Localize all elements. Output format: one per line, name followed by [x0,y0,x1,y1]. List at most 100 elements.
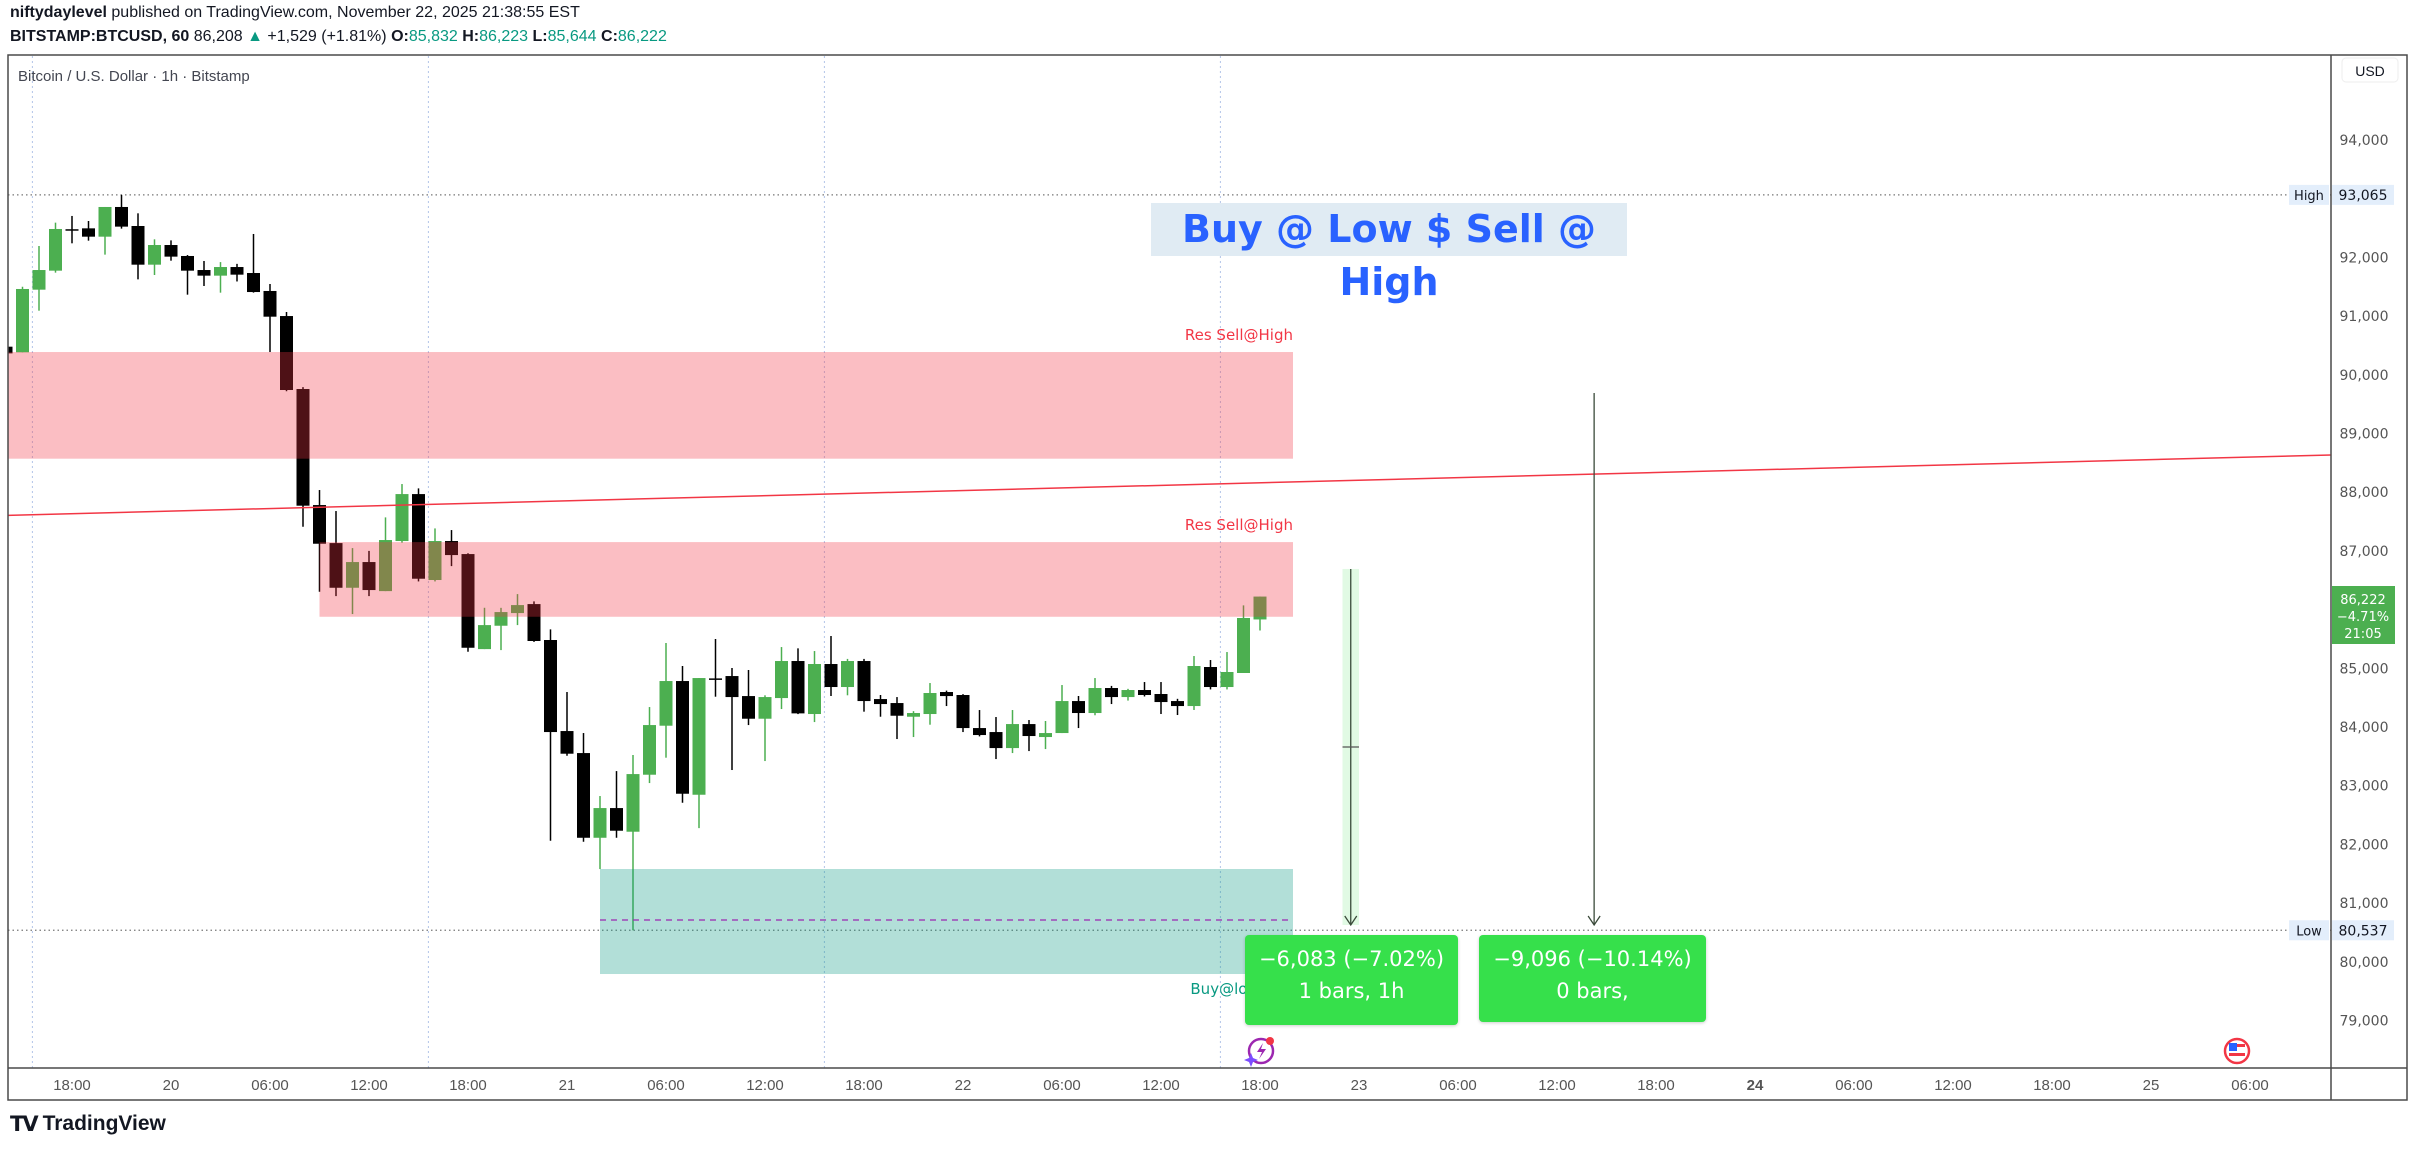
measure-label-2[interactable]: −9,096 (−10.14%) 0 bars, [1479,935,1706,1022]
time-tick-label: 06:00 [1043,1077,1081,1094]
candle-body[interactable] [626,774,640,832]
candle-body[interactable] [956,695,970,729]
candle-body[interactable] [907,713,920,717]
candle-body[interactable] [32,270,46,290]
candle-body[interactable] [989,732,1003,749]
candle-body[interactable] [247,273,260,293]
candle-body[interactable] [890,703,904,716]
candle-body[interactable] [131,225,145,265]
candle-body[interactable] [841,661,854,688]
candle-body[interactable] [1039,733,1052,738]
candle-body[interactable] [362,562,376,591]
candle-body[interactable] [692,678,706,795]
lightning-icon[interactable] [1244,1037,1275,1067]
candle-body[interactable] [610,808,623,831]
candle-body[interactable] [296,389,310,506]
candle-body[interactable] [49,228,62,271]
time-tick-label: 06:00 [647,1077,685,1094]
measure-label-1[interactable]: −6,083 (−7.02%) 1 bars, 1h [1245,935,1458,1025]
candle-body[interactable] [0,346,13,354]
candle-body[interactable] [313,505,326,544]
candle-body[interactable] [973,728,986,736]
candle-body[interactable] [643,725,656,775]
candle-body[interactable] [824,664,838,688]
candle-body[interactable] [82,228,95,237]
candle-body[interactable] [808,664,821,715]
candle-body[interactable] [379,540,392,592]
time-tick-label: 12:00 [350,1077,388,1094]
candle-body[interactable] [758,697,772,719]
candle-body[interactable] [560,731,574,754]
candle-body[interactable] [544,640,557,733]
time-tick-label: 06:00 [251,1077,289,1094]
candle-body[interactable] [329,543,343,588]
publish-text: published on TradingView.com, November 2… [111,4,580,21]
candle-body[interactable] [98,206,112,237]
candle-body[interactable] [593,808,607,838]
candle-body[interactable] [16,288,29,353]
candle-body[interactable] [478,625,491,650]
candle-body[interactable] [1121,690,1135,698]
candle-body[interactable] [412,494,425,579]
candle-body[interactable] [709,678,722,680]
author-name[interactable]: niftydaylevel [10,4,107,21]
candle-body[interactable] [197,270,211,276]
candle-body[interactable] [1022,724,1036,737]
candle-body[interactable] [527,604,541,642]
candle-body[interactable] [445,541,458,556]
banner-text[interactable]: Buy @ Low $ Sell @ High [1151,203,1627,304]
last-price-change: −4.71% [2337,610,2389,625]
candle-body[interactable] [428,541,442,581]
measure-1-change: −6,083 (−7.02%) [1258,947,1445,971]
candle-body[interactable] [511,605,524,614]
candle-body[interactable] [395,494,409,542]
time-axis[interactable]: 18:00 20 06:00 12:00 18:00 21 06:00 12:00 18:00 2… [53,1077,2269,1094]
candle-body[interactable] [577,753,590,838]
candle-body[interactable] [857,661,871,702]
support-zone[interactable] [600,868,1293,975]
candle-body[interactable] [1187,666,1201,707]
candle-body[interactable] [181,255,194,271]
candle-body[interactable] [1237,617,1250,673]
candle-body[interactable] [1138,690,1151,696]
candle-body[interactable] [346,562,359,588]
candle-body[interactable] [115,206,128,227]
candle-body[interactable] [791,661,805,714]
candle-body[interactable] [923,693,937,715]
resistance-zone[interactable] [319,542,1294,617]
tradingview-logo[interactable]: TV TradingView [10,1112,166,1136]
candle-body[interactable] [1055,701,1069,734]
candle-body[interactable] [1154,694,1168,703]
candle-body[interactable] [461,554,475,648]
candle-body[interactable] [1253,596,1267,620]
candle-body[interactable] [214,267,227,276]
candle-body[interactable] [1204,667,1217,688]
candle-body[interactable] [263,290,277,317]
candle-body[interactable] [725,676,739,698]
resistance-zone[interactable] [0,352,1293,459]
trendline[interactable] [8,454,2331,517]
candle-body[interactable] [874,699,887,705]
candle-body[interactable] [659,681,673,726]
candle-body[interactable] [494,612,508,626]
candle-body[interactable] [280,316,293,391]
candle-body[interactable] [164,245,178,257]
candle-body[interactable] [940,692,953,697]
candle-body[interactable] [1171,701,1184,707]
candle-body[interactable] [1220,671,1234,688]
candle-body[interactable] [230,267,244,275]
candle-body[interactable] [742,696,755,719]
last-price-tag[interactable] [2332,586,2395,644]
currency-button[interactable] [2341,57,2399,83]
candle-body[interactable] [148,245,161,265]
candle-body[interactable] [1088,688,1102,714]
us-flag-icon[interactable] [2223,1037,2251,1065]
candle-body[interactable] [775,661,788,699]
candle-body[interactable] [676,681,689,794]
price-axis[interactable]: 94,000 92,000 91,000 90,000 89,000 88,000 87,0… [2340,133,2389,1030]
candle-body[interactable] [1006,724,1019,749]
candle-body[interactable] [1072,701,1085,714]
candle-body[interactable] [65,229,79,231]
candle-body[interactable] [1105,688,1118,698]
